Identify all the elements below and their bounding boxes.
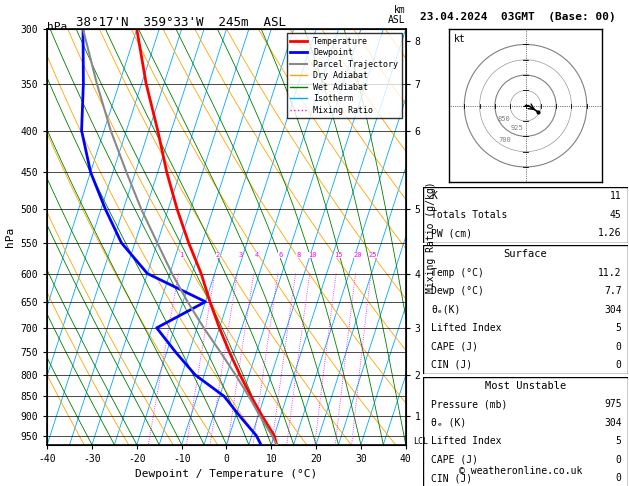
Text: Totals Totals: Totals Totals bbox=[431, 210, 508, 220]
Text: 11.2: 11.2 bbox=[598, 268, 621, 278]
Text: 304: 304 bbox=[604, 418, 621, 428]
Text: 8: 8 bbox=[296, 252, 300, 259]
Text: 0: 0 bbox=[616, 473, 621, 483]
Text: hPa: hPa bbox=[47, 22, 67, 32]
Text: 6: 6 bbox=[279, 252, 282, 259]
Text: 3: 3 bbox=[238, 252, 242, 259]
Text: 20: 20 bbox=[353, 252, 362, 259]
Text: Surface: Surface bbox=[504, 249, 547, 259]
Text: 850: 850 bbox=[498, 116, 511, 122]
Text: Most Unstable: Most Unstable bbox=[485, 381, 566, 391]
Text: CIN (J): CIN (J) bbox=[431, 473, 472, 483]
Text: 975: 975 bbox=[604, 399, 621, 409]
Text: θₑ (K): θₑ (K) bbox=[431, 418, 467, 428]
Text: 1: 1 bbox=[180, 252, 184, 259]
Text: 10: 10 bbox=[308, 252, 316, 259]
Text: θₑ(K): θₑ(K) bbox=[431, 305, 461, 314]
Text: 304: 304 bbox=[604, 305, 621, 314]
Text: Lifted Index: Lifted Index bbox=[431, 323, 502, 333]
Text: 23.04.2024  03GMT  (Base: 00): 23.04.2024 03GMT (Base: 00) bbox=[420, 12, 616, 22]
Text: 38°17'N  359°33'W  245m  ASL: 38°17'N 359°33'W 245m ASL bbox=[76, 16, 286, 29]
Text: 25: 25 bbox=[369, 252, 377, 259]
Text: kt: kt bbox=[454, 34, 465, 44]
Text: 4: 4 bbox=[255, 252, 259, 259]
Text: 2: 2 bbox=[216, 252, 220, 259]
Text: Mixing Ratio (g/kg): Mixing Ratio (g/kg) bbox=[426, 181, 436, 293]
Text: Pressure (mb): Pressure (mb) bbox=[431, 399, 508, 409]
Y-axis label: hPa: hPa bbox=[5, 227, 15, 247]
Text: 5: 5 bbox=[616, 436, 621, 446]
Text: 5: 5 bbox=[616, 323, 621, 333]
Text: LCL: LCL bbox=[413, 436, 428, 446]
Text: 11: 11 bbox=[610, 191, 621, 201]
Legend: Temperature, Dewpoint, Parcel Trajectory, Dry Adiabat, Wet Adiabat, Isotherm, Mi: Temperature, Dewpoint, Parcel Trajectory… bbox=[287, 34, 401, 118]
Text: PW (cm): PW (cm) bbox=[431, 228, 472, 238]
Text: Temp (°C): Temp (°C) bbox=[431, 268, 484, 278]
Text: 45: 45 bbox=[610, 210, 621, 220]
Text: Dewp (°C): Dewp (°C) bbox=[431, 286, 484, 296]
Text: © weatheronline.co.uk: © weatheronline.co.uk bbox=[459, 466, 582, 476]
Text: CAPE (J): CAPE (J) bbox=[431, 342, 479, 351]
Text: 0: 0 bbox=[616, 342, 621, 351]
Text: 0: 0 bbox=[616, 360, 621, 370]
Text: km: km bbox=[394, 4, 406, 15]
Text: 0: 0 bbox=[616, 455, 621, 465]
Text: 925: 925 bbox=[510, 125, 523, 131]
Text: Lifted Index: Lifted Index bbox=[431, 436, 502, 446]
Text: ASL: ASL bbox=[388, 15, 406, 25]
Text: K: K bbox=[431, 191, 437, 201]
Text: 700: 700 bbox=[498, 138, 511, 143]
Text: CAPE (J): CAPE (J) bbox=[431, 455, 479, 465]
Text: 15: 15 bbox=[334, 252, 343, 259]
Text: CIN (J): CIN (J) bbox=[431, 360, 472, 370]
Text: 1.26: 1.26 bbox=[598, 228, 621, 238]
Text: 7.7: 7.7 bbox=[604, 286, 621, 296]
X-axis label: Dewpoint / Temperature (°C): Dewpoint / Temperature (°C) bbox=[135, 469, 318, 479]
